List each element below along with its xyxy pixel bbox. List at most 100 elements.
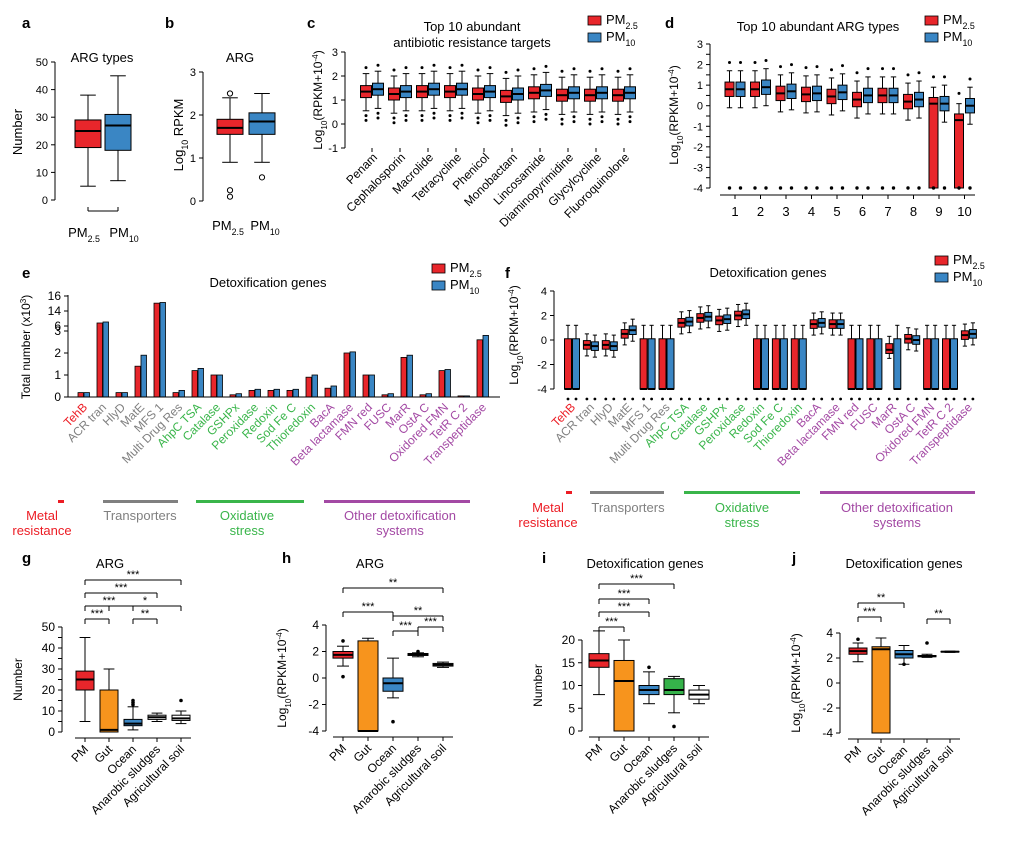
label-text-part: 10	[676, 135, 685, 145]
y-tick-label: 14	[48, 304, 62, 318]
outlier-point	[856, 637, 860, 642]
y-tick-label: 2	[332, 71, 338, 83]
outlier-point	[616, 69, 620, 73]
label-text-part: PM	[943, 29, 963, 44]
y-tick-label: 0	[826, 676, 833, 690]
outlier-point	[647, 665, 651, 670]
outlier-point	[880, 186, 885, 190]
sig-label: **	[414, 605, 423, 617]
outlier-point	[560, 122, 564, 126]
outlier-point	[600, 120, 604, 124]
bar-e-9-0	[248, 389, 255, 398]
outlier-point	[672, 724, 676, 729]
bar-e-17-0	[400, 356, 407, 398]
outlier-point	[831, 397, 834, 401]
y-tick-label: -4	[308, 724, 319, 738]
bar-e-1-0	[96, 322, 103, 398]
outlier-point	[476, 121, 480, 125]
label-text-part: 10	[180, 140, 190, 150]
sig-label: **	[141, 608, 150, 620]
sig-label: **	[389, 577, 398, 589]
label-text-part: 2.5	[973, 261, 985, 271]
group-label-1: Transporters	[591, 500, 665, 515]
label-text-part: Log	[171, 150, 186, 172]
outlier-point	[789, 186, 794, 190]
y-tick-label: -1	[693, 121, 703, 133]
box-f-0-1	[572, 338, 580, 390]
chart-title-c: Top 10 abundant	[424, 19, 521, 34]
label-text-part: Log	[789, 713, 803, 733]
y-tick-label: 3	[190, 67, 196, 79]
y-tick-label: 1	[697, 80, 703, 92]
outlier-point	[744, 397, 748, 401]
label-text-part: Log	[507, 365, 521, 385]
y-tick-label: -2	[693, 142, 703, 154]
sig-label: ***	[127, 569, 141, 581]
outlier-point	[815, 186, 819, 190]
outlier-point	[968, 77, 972, 81]
outlier-point	[727, 186, 732, 190]
outlier-point	[829, 186, 834, 190]
outlier-point	[628, 115, 632, 119]
label-text-part: PM	[450, 277, 470, 292]
outlier-point	[131, 698, 135, 703]
sig-label: ***	[618, 601, 632, 613]
label-text-part: 2.5	[626, 21, 638, 31]
outlier-point	[420, 118, 424, 122]
label-text-part: )	[311, 50, 325, 54]
y-axis-label-g: Number	[11, 658, 25, 701]
box-i-3	[663, 678, 685, 696]
bar-e-11-1	[292, 388, 299, 398]
outlier-point	[179, 698, 183, 703]
outlier-point	[376, 111, 380, 115]
box-a-1	[104, 113, 132, 151]
label-text-part: -4	[311, 54, 320, 62]
outlier-point	[779, 65, 782, 69]
outlier-point	[341, 674, 345, 679]
y-tick-label: 6	[54, 319, 61, 333]
label-text-part: 2.5	[963, 21, 975, 31]
x-tick-label-j: PM	[841, 743, 864, 766]
bar-e-19-0	[438, 370, 445, 398]
label-text-part: RPKM	[171, 99, 186, 140]
outlier-point	[612, 397, 616, 401]
outlier-point	[892, 67, 895, 71]
outlier-point	[532, 115, 536, 119]
y-tick-label: 3	[697, 39, 703, 51]
chart-title-a: ARG types	[71, 50, 134, 65]
outlier-point	[917, 186, 921, 190]
label-text-part: 2.5	[88, 234, 100, 244]
outlier-point	[364, 118, 368, 122]
x-tick-label: PM10	[109, 225, 138, 244]
outlier-point	[544, 117, 548, 121]
legend-label-pm25: PM2.5	[606, 12, 638, 31]
outlier-point	[764, 58, 768, 62]
chart-title-g: ARG	[96, 556, 124, 571]
box-h-2	[382, 677, 404, 692]
panel-letter-i: i	[542, 550, 546, 567]
group-label-line2-2: stress	[725, 515, 760, 530]
outlier-point	[588, 117, 592, 121]
legend-label-pm10: PM10	[953, 269, 982, 288]
sig-label: ***	[605, 616, 619, 628]
bar-e-12-1	[311, 374, 318, 398]
outlier-point	[942, 186, 947, 190]
outlier-point	[736, 397, 740, 401]
label-text-part: PM	[943, 12, 963, 27]
group-bar-1	[103, 500, 178, 503]
outlier-point	[895, 397, 899, 401]
outlier-point	[516, 121, 520, 125]
y-tick-label: -4	[822, 726, 833, 740]
outlier-point	[850, 397, 853, 401]
outlier-point	[392, 116, 396, 120]
box-f-10-1	[761, 338, 769, 390]
label-text-part: (RPKM+10	[275, 639, 289, 698]
outlier-point	[778, 186, 783, 190]
label-text-part: PM	[68, 225, 88, 240]
legend-label-pm10: PM10	[943, 29, 972, 48]
y-tick-label: 3	[332, 47, 338, 59]
bar-e-13-0	[324, 387, 331, 398]
outlier-point	[460, 116, 464, 120]
outlier-point	[226, 193, 234, 200]
outlier-point	[952, 397, 956, 401]
